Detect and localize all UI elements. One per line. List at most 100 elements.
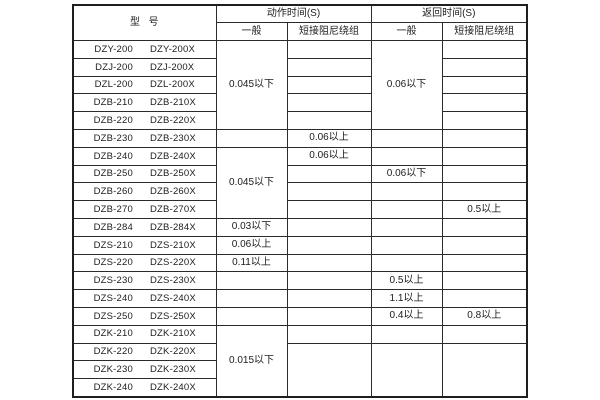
- return-general-value: 0.06以下: [370, 164, 443, 184]
- table-row: DZK-230 DZK-230X: [72, 360, 527, 380]
- model-name: DZS-210X: [149, 239, 196, 251]
- model-cell: DZS-240 DZS-240X: [72, 289, 217, 309]
- model-name: DZB-260X: [149, 186, 196, 198]
- model-name: DZB-230X: [149, 132, 196, 144]
- model-name: DZK-220X: [149, 346, 196, 358]
- model-name: DZB-230: [93, 132, 133, 144]
- action-general-value: 0.045以下: [215, 146, 288, 220]
- model-cell: DZK-210 DZK-210X: [72, 324, 217, 344]
- model-name: DZS-250: [93, 310, 133, 322]
- return-general-value: 1.1以上: [370, 289, 443, 309]
- model-name: DZB-284X: [149, 221, 196, 233]
- empty-cell: [441, 129, 528, 148]
- empty-cell: [286, 75, 372, 95]
- table-row: DZK-220 DZK-220X: [72, 342, 528, 398]
- empty-cell: [370, 235, 443, 255]
- model-cell: DZK-230 DZK-230X: [72, 360, 217, 380]
- empty-cell: [441, 235, 528, 255]
- model-name: DZB-240X: [149, 150, 196, 162]
- model-name: DZJ-200X: [149, 61, 195, 73]
- empty-cell: [370, 200, 443, 220]
- header-action-short-damping: 短接阻尼绕组: [286, 22, 372, 42]
- table-row: DZJ-200 DZJ-200X: [72, 57, 528, 77]
- table-row: DZS-210 DZS-210X 0.06以上: [72, 235, 528, 255]
- empty-cell: [441, 164, 528, 184]
- model-name: DZB-270X: [149, 203, 196, 215]
- model-name: DZK-210X: [149, 328, 196, 340]
- model-name: DZB-270: [93, 203, 133, 215]
- empty-cell: [286, 271, 372, 291]
- model-name: DZK-220: [93, 346, 133, 358]
- empty-cell: [286, 342, 372, 398]
- model-name: DZK-210: [93, 328, 133, 340]
- table-row: DZB-230 DZB-230X 0.06以上: [72, 129, 528, 148]
- model-name: DZS-240: [93, 292, 133, 304]
- empty-cell: [441, 271, 528, 291]
- model-name: DZS-210: [93, 239, 133, 251]
- model-cell: DZS-250 DZS-250X: [72, 307, 217, 326]
- model-cell: DZY-200 DZY-200X: [72, 40, 217, 59]
- model-name: DZK-240: [93, 381, 133, 393]
- empty-cell: [286, 218, 372, 237]
- header-return-time: 返回时间(S): [370, 4, 528, 24]
- model-cell: DZB-284 DZB-284X: [72, 218, 217, 237]
- model-name: DZB-210: [93, 97, 133, 109]
- model-cell: DZL-200 DZL-200X: [72, 75, 217, 95]
- empty-cell: [286, 324, 372, 344]
- model-name: DZL-200: [94, 79, 133, 91]
- empty-cell: [441, 324, 528, 344]
- empty-cell: [286, 289, 372, 309]
- empty-cell: [370, 182, 443, 202]
- empty-cell: [286, 200, 372, 220]
- table-row: DZK-210 DZK-210X 0.015以下: [72, 324, 528, 398]
- return-general-value: 0.5以上: [370, 271, 443, 291]
- empty-cell: [370, 218, 443, 237]
- header-action-general: 一般: [215, 22, 288, 42]
- table-row: DZS-240 DZS-240X 1.1以上: [72, 289, 528, 309]
- empty-cell: [441, 93, 528, 113]
- model-name: DZY-200X: [149, 43, 196, 55]
- table-row: DZB-210 DZB-210X: [72, 93, 528, 113]
- model-cell: DZB-270 DZB-270X: [72, 200, 217, 220]
- return-damping-value: 0.5以上: [441, 200, 528, 220]
- action-general-value: 0.06以上: [215, 235, 288, 255]
- model-cell: DZB-240 DZB-240X: [72, 146, 217, 166]
- table-row: DZY-200 DZY-200X 0.045以下 0.06以下: [72, 40, 528, 131]
- model-cell: DZK-240 DZK-240X: [72, 378, 217, 398]
- table-row: DZB-270 DZB-270X 0.5以上: [72, 200, 528, 220]
- table-row: DZS-230 DZS-230X 0.5以上: [72, 271, 528, 291]
- relay-spec-table: 型 号 动作时间(S) 返回时间(S) 一般 短接阻尼绕组 一般 短接阻尼绕组 …: [72, 4, 528, 398]
- empty-cell: [441, 146, 528, 166]
- empty-cell: [441, 57, 528, 77]
- table-row: DZB-220 DZB-220X: [72, 111, 528, 131]
- model-cell: DZB-220 DZB-220X: [72, 111, 217, 131]
- empty-cell: [370, 146, 443, 166]
- model-name: DZB-220: [93, 114, 133, 126]
- return-general-value: 0.4以上: [370, 307, 443, 326]
- empty-cell: [441, 218, 528, 237]
- empty-cell: [286, 111, 372, 131]
- empty-cell: [215, 271, 288, 291]
- model-name: DZB-284: [93, 221, 133, 233]
- header-return-general: 一般: [370, 22, 443, 42]
- action-damping-value: 0.06以上: [286, 129, 372, 148]
- model-cell: DZB-250 DZB-250X: [72, 164, 217, 184]
- table-row: DZB-250 DZB-250X 0.06以下: [72, 164, 528, 184]
- empty-cell: [441, 182, 528, 202]
- model-cell: DZJ-200 DZJ-200X: [72, 57, 217, 77]
- model-name: DZY-200: [94, 43, 133, 55]
- model-cell: DZS-230 DZS-230X: [72, 271, 217, 291]
- empty-cell: [286, 182, 372, 202]
- empty-cell: [215, 129, 288, 148]
- model-name: DZB-260: [93, 186, 133, 198]
- action-general-value: 0.015以下: [215, 324, 288, 398]
- model-cell: DZS-220 DZS-220X: [72, 253, 217, 273]
- action-general-value: 0.11以上: [215, 253, 288, 273]
- model-name: DZB-250X: [149, 168, 196, 180]
- table-row: DZB-240 DZB-240X 0.045以下 0.06以上: [72, 146, 528, 220]
- header-return-short-damping: 短接阻尼绕组: [441, 22, 528, 42]
- model-name: DZK-230X: [149, 364, 196, 376]
- header-row-1: 型 号 动作时间(S) 返回时间(S): [72, 4, 528, 42]
- table-row: DZS-250 DZS-250X 0.4以上 0.8以上: [72, 307, 528, 326]
- table-row: DZK-240 DZK-240X: [72, 378, 527, 398]
